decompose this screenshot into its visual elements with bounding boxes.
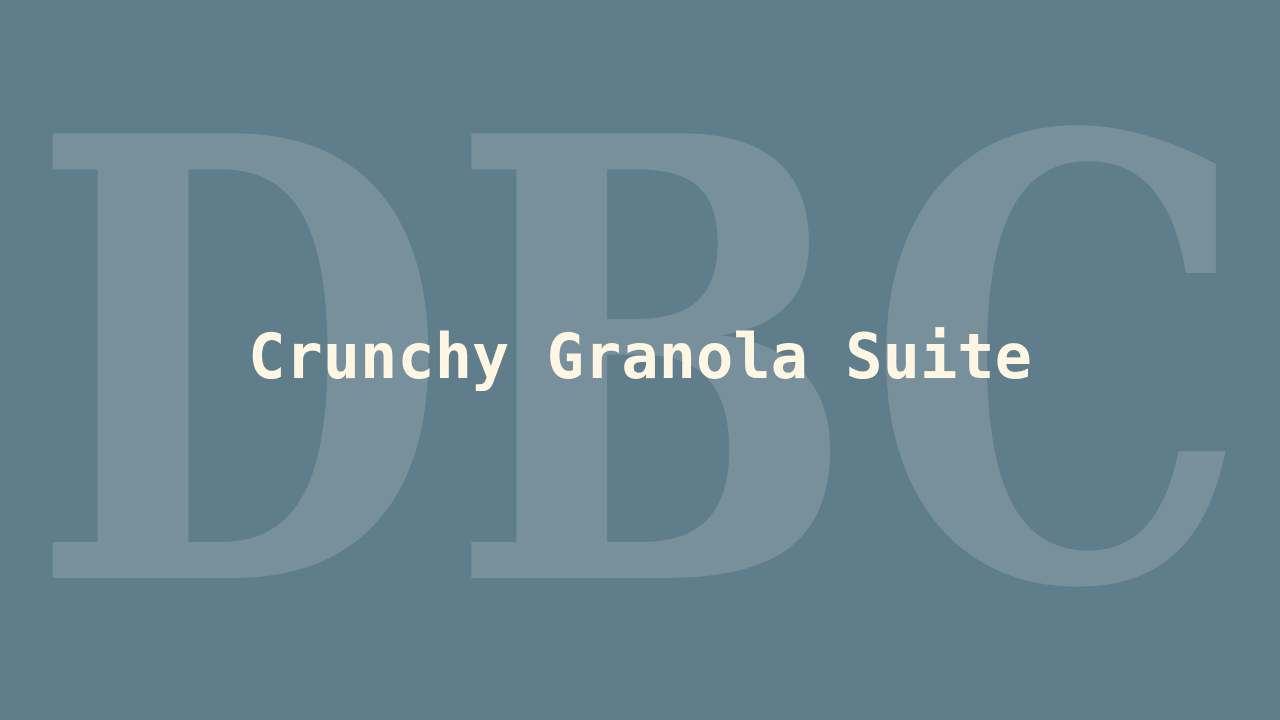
watermark-letters: DBC	[30, 5, 1250, 720]
slide-title: Crunchy Granola Suite	[248, 320, 1032, 393]
